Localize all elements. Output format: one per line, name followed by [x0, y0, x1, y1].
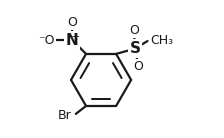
- Text: S: S: [130, 41, 141, 56]
- Text: O: O: [133, 60, 143, 73]
- Text: O: O: [67, 16, 77, 29]
- Text: N: N: [66, 33, 79, 48]
- Text: ⁻O: ⁻O: [38, 34, 55, 47]
- Text: O: O: [129, 24, 139, 37]
- Text: CH₃: CH₃: [150, 34, 173, 47]
- Text: Br: Br: [58, 109, 72, 122]
- Text: +: +: [71, 32, 80, 42]
